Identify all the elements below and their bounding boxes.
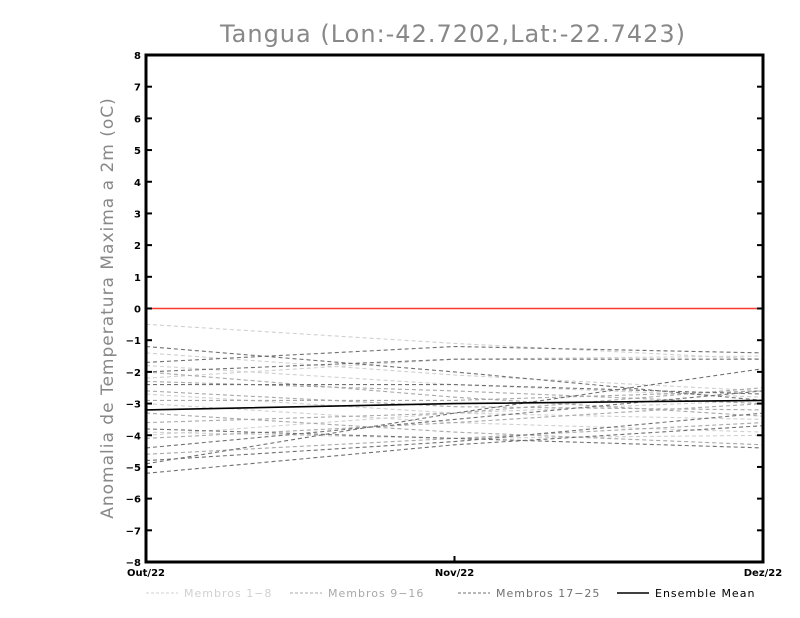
y-tick-label: −8	[126, 558, 141, 569]
series-line-7	[145, 431, 764, 439]
y-tick-label: 3	[134, 209, 141, 220]
series-line-12	[145, 412, 764, 446]
legend-label: Membros 1−8	[184, 587, 272, 600]
legend-label: Membros 17−25	[496, 587, 600, 600]
series-line-9	[145, 371, 764, 417]
series-line-8	[145, 364, 764, 398]
series-line-26	[145, 399, 764, 411]
plot-lines	[145, 307, 764, 474]
x-tick-label: Dez/22	[744, 568, 783, 579]
y-tick-label: 2	[134, 241, 141, 252]
series-line-17	[145, 345, 764, 401]
series-line-13	[145, 390, 764, 411]
y-tick-label: 0	[134, 305, 141, 316]
y-tick-label: 5	[134, 146, 141, 157]
y-tick-label: −2	[126, 368, 141, 379]
legend-label: Membros 9−16	[328, 587, 424, 600]
series-line-21	[145, 428, 764, 449]
series-line-10	[146, 390, 764, 401]
y-ticks: 8 7 6 5 4 3 2 1 0 −1 −2 −3 −4 −5 −6 −7 −8	[126, 51, 763, 569]
series-line-15	[145, 380, 764, 405]
series-line-2	[145, 352, 764, 392]
y-tick-label: −6	[126, 495, 141, 506]
y-tick-label: 7	[134, 83, 141, 94]
y-tick-label: −5	[126, 463, 141, 474]
x-tick-label: Out/22	[127, 568, 165, 579]
y-tick-label: −3	[126, 400, 141, 411]
legend: Membros 1−8 Membros 9−16 Membros 17−25 Ense…	[146, 587, 755, 600]
y-tick-label: 1	[134, 273, 141, 284]
series-line-1	[145, 323, 764, 360]
series-line-23	[145, 412, 764, 462]
legend-label: Ensemble Mean	[655, 587, 755, 600]
series-line-18	[145, 345, 764, 363]
y-tick-label: 8	[134, 51, 141, 62]
series-line-11	[145, 403, 764, 439]
y-tick-label: −4	[126, 431, 141, 442]
series-line-25	[145, 358, 763, 373]
y-tick-label: −7	[126, 526, 141, 537]
series-line-24	[145, 368, 764, 465]
y-tick-label: −1	[126, 336, 141, 347]
x-ticks: Out/22 Nov/22 Dez/22	[127, 556, 782, 579]
x-tick-label: Nov/22	[435, 568, 474, 579]
y-tick-label: 4	[134, 178, 141, 189]
series-line-20	[145, 390, 764, 449]
y-axis-label: Anomalia de Temperatura Maxima a 2m (oC)	[98, 97, 118, 519]
chart-title: Tangua (Lon:-42.7202,Lat:-22.7423)	[219, 20, 686, 48]
y-tick-label: 6	[134, 114, 141, 125]
series-line-19	[145, 425, 764, 474]
series-line-22	[146, 384, 764, 395]
series-line-16	[145, 387, 764, 424]
